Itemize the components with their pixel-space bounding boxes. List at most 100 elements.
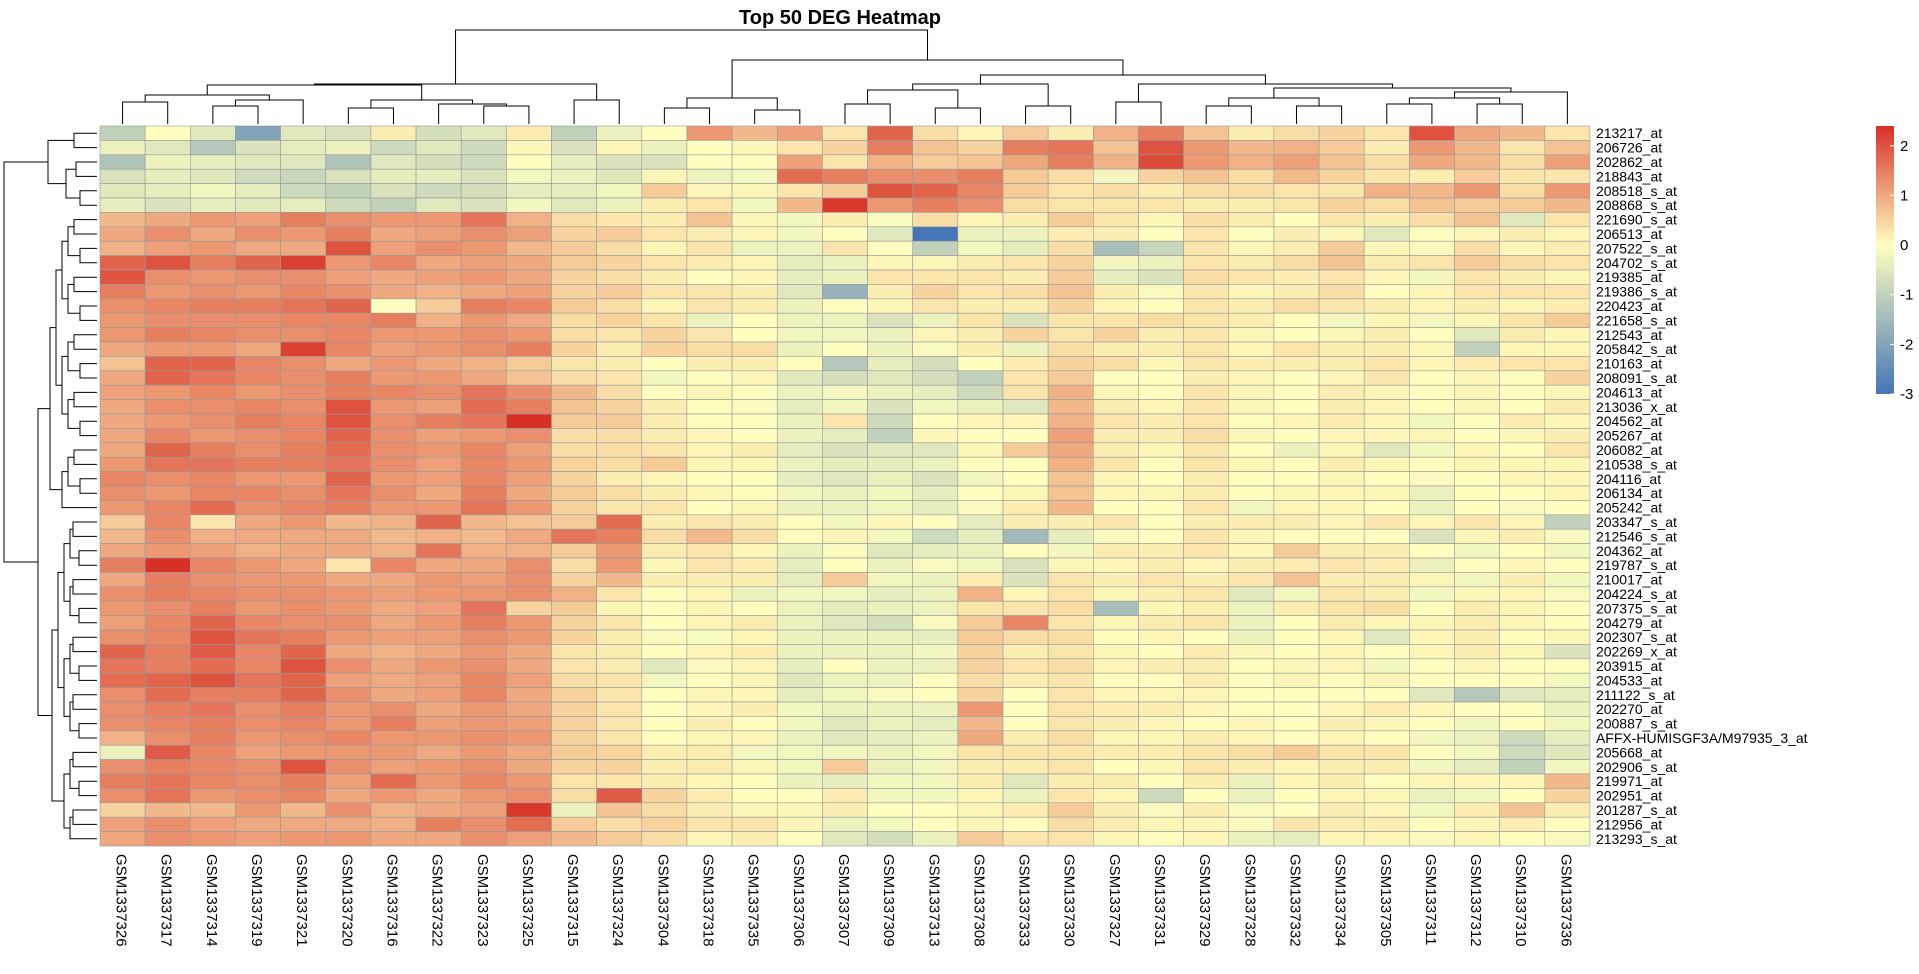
heatmap-cell	[1183, 528, 1230, 544]
heatmap-cell	[731, 730, 778, 746]
heatmap-cell	[1183, 586, 1230, 602]
row-label: 202270_at	[1596, 701, 1662, 717]
heatmap-cell	[1409, 168, 1455, 184]
heatmap-cell	[1093, 154, 1139, 170]
heatmap-cell	[325, 730, 372, 746]
heatmap-cell	[1228, 514, 1275, 530]
heatmap-cell	[99, 629, 146, 645]
heatmap-cell	[822, 557, 868, 573]
dendrogram-branch	[1454, 91, 1568, 124]
heatmap-cell	[912, 543, 959, 559]
row-label: 202906_s_at	[1596, 759, 1677, 775]
heatmap-cell	[325, 413, 372, 429]
row-label: 213217_at	[1596, 125, 1662, 141]
heatmap-cell	[1183, 816, 1230, 832]
heatmap-cell	[1544, 269, 1591, 285]
heatmap-cell	[235, 802, 281, 818]
heatmap-cell	[1363, 744, 1410, 760]
heatmap-cell	[1454, 759, 1500, 775]
heatmap-cell	[1138, 816, 1184, 832]
heatmap-cell	[1499, 788, 1546, 804]
heatmap-cell	[1544, 471, 1591, 487]
heatmap-cell	[912, 284, 959, 300]
heatmap-cell	[596, 384, 643, 400]
heatmap-cell	[641, 572, 688, 588]
heatmap-cell	[1454, 816, 1500, 832]
heatmap-cell	[957, 514, 1004, 530]
heatmap-cell	[1138, 154, 1184, 170]
heatmap-cell	[1228, 269, 1275, 285]
heatmap-cell	[551, 615, 597, 631]
heatmap-cell	[1318, 240, 1365, 256]
heatmap-cell	[1454, 701, 1500, 717]
heatmap-cell	[641, 744, 688, 760]
heatmap-cell	[1499, 629, 1546, 645]
heatmap-cell	[731, 644, 778, 660]
heatmap-cell	[822, 384, 868, 400]
heatmap-cell	[415, 471, 462, 487]
heatmap-cell	[731, 615, 778, 631]
heatmap-cell	[867, 327, 913, 343]
row-label: 219386_s_at	[1596, 284, 1677, 300]
heatmap-cell	[867, 399, 913, 415]
column-label: GSM1337312	[1467, 854, 1484, 947]
heatmap-cell	[641, 600, 688, 616]
heatmap-cell	[867, 428, 913, 444]
heatmap-cell	[1228, 183, 1275, 199]
heatmap-cell	[912, 716, 959, 732]
heatmap-cell	[912, 356, 959, 372]
heatmap-cell	[1318, 183, 1365, 199]
heatmap-cell	[1318, 212, 1365, 228]
heatmap-cell	[1183, 356, 1230, 372]
heatmap-cell	[370, 557, 417, 573]
heatmap-cell	[551, 629, 597, 645]
heatmap-cell	[1544, 125, 1591, 141]
heatmap-cell	[415, 672, 462, 688]
heatmap-cell	[325, 788, 372, 804]
heatmap-cell	[731, 269, 778, 285]
row-labels: 213217_at206726_at202862_at218843_at2085…	[1596, 125, 1808, 847]
heatmap-cell	[867, 759, 913, 775]
heatmap-cell	[1318, 298, 1365, 314]
heatmap-cell	[1318, 528, 1365, 544]
heatmap-cell	[506, 658, 552, 674]
heatmap-cell	[957, 183, 1004, 199]
heatmap-cell	[1002, 197, 1049, 213]
heatmap-cell	[1047, 212, 1094, 228]
heatmap-cell	[190, 615, 236, 631]
heatmap-cell	[867, 140, 913, 156]
heatmap-cell	[1499, 615, 1546, 631]
heatmap-cell	[957, 572, 1004, 588]
heatmap-cell	[1318, 269, 1365, 285]
heatmap-cell	[1544, 255, 1591, 271]
dendrogram-branch	[313, 83, 598, 100]
heatmap-cell	[235, 744, 281, 760]
heatmap-cell	[1002, 759, 1049, 775]
heatmap-cell	[776, 500, 823, 516]
heatmap-cell	[1409, 514, 1455, 530]
heatmap-cell	[912, 183, 959, 199]
heatmap-cell	[641, 586, 688, 602]
dendrogram-branch	[63, 543, 70, 602]
dendrogram-branch	[1025, 105, 1072, 124]
heatmap-cell	[1002, 600, 1049, 616]
heatmap-cell	[460, 183, 507, 199]
heatmap-cell	[1047, 543, 1094, 559]
heatmap-cell	[235, 442, 281, 458]
heatmap-cell	[731, 370, 778, 386]
heatmap-cell	[1318, 442, 1365, 458]
heatmap-cell	[1183, 471, 1230, 487]
heatmap-cell	[1228, 586, 1275, 602]
heatmap-cell	[280, 831, 327, 847]
heatmap-cell	[506, 384, 552, 400]
column-label: GSM1337309	[880, 854, 897, 947]
heatmap-cell	[370, 528, 417, 544]
heatmap-cell	[731, 802, 778, 818]
heatmap-cell	[776, 600, 823, 616]
heatmap-cell	[1318, 456, 1365, 472]
heatmap-cell	[280, 125, 327, 141]
heatmap-cell	[686, 240, 733, 256]
heatmap-cell	[235, 125, 281, 141]
heatmap-cell	[957, 528, 1004, 544]
heatmap-cell	[1138, 600, 1184, 616]
